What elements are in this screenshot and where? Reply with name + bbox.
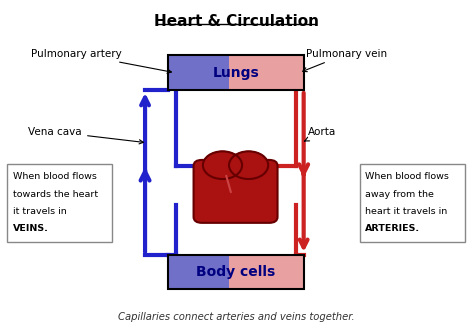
Circle shape (203, 151, 242, 179)
Circle shape (229, 151, 268, 179)
Text: Capillaries connect arteries and veins together.: Capillaries connect arteries and veins t… (118, 312, 355, 322)
Text: heart it travels in: heart it travels in (365, 207, 447, 216)
Bar (229, 255, 304, 289)
Text: towards the heart: towards the heart (13, 190, 98, 199)
Bar (229, 56, 304, 90)
Text: Aorta: Aorta (305, 127, 337, 141)
Bar (360, 164, 465, 242)
Text: When blood flows: When blood flows (365, 172, 449, 181)
Bar (168, 255, 304, 289)
Text: Pulmonary artery: Pulmonary artery (31, 49, 172, 73)
Text: it travels in: it travels in (13, 207, 67, 216)
Text: When blood flows: When blood flows (13, 172, 97, 181)
Text: Vena cava: Vena cava (28, 127, 144, 144)
FancyBboxPatch shape (193, 160, 278, 223)
Bar (168, 56, 229, 90)
Text: VEINS.: VEINS. (13, 224, 49, 233)
Text: Pulmonary vein: Pulmonary vein (303, 49, 387, 72)
Text: Heart & Circulation: Heart & Circulation (154, 14, 319, 29)
Text: ARTERIES.: ARTERIES. (365, 224, 420, 233)
Bar (168, 255, 229, 289)
Bar (8, 164, 112, 242)
Text: Body cells: Body cells (196, 265, 276, 279)
Text: Lungs: Lungs (213, 66, 259, 80)
Text: away from the: away from the (365, 190, 434, 199)
Bar (168, 56, 304, 90)
